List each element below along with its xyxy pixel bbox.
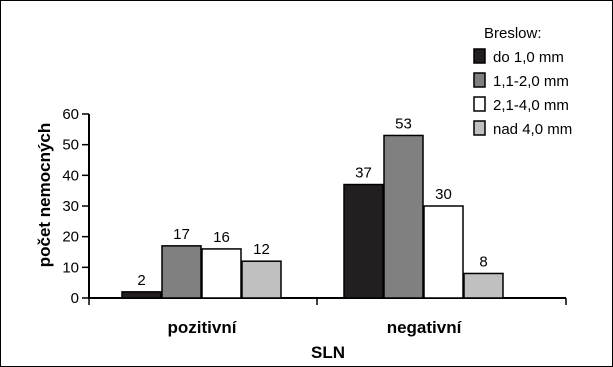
legend-swatch <box>473 120 486 136</box>
bar-value-label: 53 <box>395 115 412 132</box>
bar <box>423 205 464 299</box>
bar <box>241 260 282 299</box>
legend-label: 2,1-4,0 mm <box>493 97 569 114</box>
y-axis-title: počet nemocných <box>35 123 54 268</box>
bar-value-label: 16 <box>213 229 230 246</box>
bar-value-label: 17 <box>173 226 190 243</box>
legend-label: nad 4,0 mm <box>493 121 572 138</box>
y-axis: 0 10 20 30 40 50 60 <box>62 106 90 307</box>
bar <box>161 245 202 299</box>
y-tick-label: 40 <box>62 167 79 184</box>
bar <box>201 248 242 299</box>
bar <box>343 183 384 299</box>
bar-value-label: 2 <box>137 272 145 289</box>
y-tick-label: 60 <box>62 106 79 123</box>
category-label: negativní <box>387 318 463 337</box>
category-label: pozitivní <box>168 318 238 337</box>
y-tick-label: 50 <box>62 137 79 154</box>
x-axis-title: SLN <box>311 343 345 362</box>
y-tick-label: 20 <box>62 229 79 246</box>
bar-value-label: 12 <box>253 241 270 258</box>
y-tick-label: 0 <box>71 290 79 307</box>
bars: 2 17 16 12 37 53 30 8 <box>121 115 504 299</box>
y-tick-label: 10 <box>62 259 79 276</box>
legend-swatch <box>473 72 486 88</box>
bar <box>463 272 504 299</box>
bar <box>383 134 424 299</box>
bar-value-label: 37 <box>355 165 372 182</box>
bar-value-label: 8 <box>479 253 487 270</box>
legend-swatch <box>473 48 486 64</box>
category-labels: pozitivní negativní <box>168 318 463 337</box>
legend: Breslow: do 1,0 mm 1,1-2,0 mm 2,1-4,0 mm na… <box>473 25 572 138</box>
legend-title: Breslow: <box>484 25 542 42</box>
bar-value-label: 30 <box>435 186 452 203</box>
legend-label: do 1,0 mm <box>493 49 564 66</box>
legend-swatch <box>473 96 486 112</box>
bar <box>121 291 162 299</box>
legend-label: 1,1-2,0 mm <box>493 73 569 90</box>
x-axis <box>88 297 567 305</box>
y-tick-label: 30 <box>62 198 79 215</box>
